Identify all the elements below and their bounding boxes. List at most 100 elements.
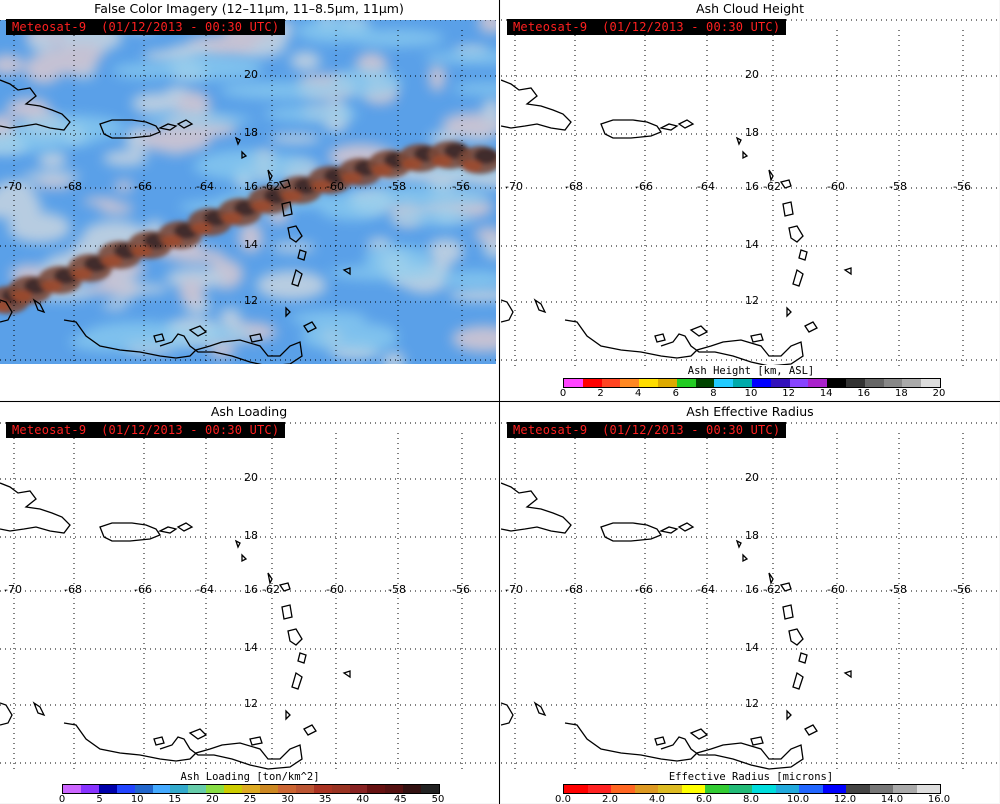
coastline <box>99 522 161 542</box>
coastline <box>0 702 13 726</box>
coastline <box>782 604 794 620</box>
colorbar-swatch <box>385 785 404 793</box>
coastline <box>281 201 293 217</box>
coastline <box>779 179 792 189</box>
latitude-label: 18 <box>745 529 759 542</box>
colorbar-tick-label: 8 <box>710 388 717 399</box>
longitude-label: -64 <box>697 583 715 596</box>
colorbar-title: Ash Height [km, ASL] <box>685 365 817 377</box>
colorbar-swatch <box>259 785 278 793</box>
longitude-label: -62 <box>262 180 280 193</box>
coastline <box>654 333 666 343</box>
coastline <box>750 736 764 746</box>
latitude-label: 14 <box>745 641 759 654</box>
colorbar <box>62 784 440 794</box>
longitude-label: -66 <box>635 583 653 596</box>
coastline <box>750 333 764 343</box>
longitude-label: -64 <box>196 180 214 193</box>
colorbar-tick-label: 4 <box>635 388 642 399</box>
coastline <box>768 572 774 585</box>
false-color-panel: False Color Imagery (12–11μm, 11–8.5μm, … <box>0 0 498 400</box>
longitude-label: -56 <box>953 180 971 193</box>
longitude-label: -58 <box>889 180 907 193</box>
longitude-label: -70 <box>505 180 523 193</box>
colorbar-tick-label: 40 <box>356 794 370 803</box>
longitude-label: -70 <box>505 583 523 596</box>
colorbar-swatch <box>331 785 350 793</box>
coastline <box>342 267 351 276</box>
longitude-label: -62 <box>763 583 781 596</box>
colorbar-swatch <box>775 785 799 793</box>
ash-height-map <box>501 19 999 367</box>
coastline <box>792 268 804 287</box>
satellite-timestamp: Meteosat-9 (01/12/2013 - 00:30 UTC) <box>507 19 787 35</box>
colorbar-tick-label: 10 <box>130 794 144 803</box>
coastline <box>249 333 263 343</box>
coastline <box>0 79 71 131</box>
colorbar-tick-label: 12.0 <box>833 794 857 803</box>
longitude-label: -64 <box>196 583 214 596</box>
colorbar-swatch <box>277 785 296 793</box>
colorbar-tick-label: 0 <box>559 388 567 399</box>
latitude-label: 20 <box>244 68 258 81</box>
coastline <box>735 136 742 146</box>
colorbar-swatch <box>620 379 640 387</box>
longitude-label: -58 <box>388 180 406 193</box>
colorbar-swatch <box>695 379 715 387</box>
colorbar-title: Ash Loading [ton/km^2] <box>178 771 322 783</box>
colorbar-swatch <box>827 379 846 387</box>
coastline <box>689 728 709 740</box>
longitude-label: -70 <box>4 180 22 193</box>
latitude-label: 20 <box>244 471 258 484</box>
coastline <box>786 709 792 721</box>
coastline <box>291 268 303 287</box>
colorbar-swatch <box>639 379 658 387</box>
colorbar-swatch <box>134 785 153 793</box>
longitude-label: -68 <box>565 180 583 193</box>
coastline <box>659 526 679 534</box>
ash-radius-map <box>501 422 999 770</box>
coastline <box>342 670 351 679</box>
coastline <box>659 123 679 131</box>
colorbar-swatch <box>564 785 588 793</box>
longitude-label: -66 <box>134 180 152 193</box>
coastline <box>0 482 71 534</box>
longitude-label: -66 <box>134 583 152 596</box>
coastline <box>303 321 317 333</box>
colorbar-swatch <box>681 785 705 793</box>
colorbar-swatch <box>883 379 903 387</box>
coastline <box>241 553 248 563</box>
longitude-label: -66 <box>635 180 653 193</box>
ash-loading-map <box>0 422 498 770</box>
coastline <box>779 582 792 592</box>
colorbar-swatch <box>846 785 870 793</box>
coastline <box>654 736 666 746</box>
coastline <box>677 522 695 532</box>
colorbar-tick-label: 2.0 <box>602 794 618 803</box>
colorbar-swatch <box>902 379 922 387</box>
longitude-label: -62 <box>262 583 280 596</box>
coastline <box>158 123 178 131</box>
coastline <box>32 701 46 717</box>
colorbar-tick-label: 16.0 <box>927 794 951 803</box>
latitude-label: 18 <box>745 126 759 139</box>
coastline <box>278 582 291 592</box>
colorbar-swatch <box>206 785 225 793</box>
coastline <box>153 333 165 343</box>
colorbar-swatch <box>242 785 260 793</box>
colorbar-swatch <box>152 785 171 793</box>
colorbar-swatch <box>714 379 734 387</box>
latitude-label: 20 <box>745 471 759 484</box>
colorbar-swatch <box>224 785 243 793</box>
colorbar-tick-label: 10.0 <box>786 794 810 803</box>
longitude-label: -70 <box>4 583 22 596</box>
colorbar-swatch <box>295 785 314 793</box>
coastline <box>63 722 303 770</box>
colorbar-tick-label: 20 <box>206 794 219 803</box>
longitude-label: -68 <box>64 180 82 193</box>
coastline <box>278 179 291 189</box>
latitude-label: 18 <box>244 529 258 542</box>
colorbar-tick-label: 6.0 <box>696 794 712 803</box>
coastline <box>792 671 804 690</box>
latitude-label: 18 <box>244 126 258 139</box>
